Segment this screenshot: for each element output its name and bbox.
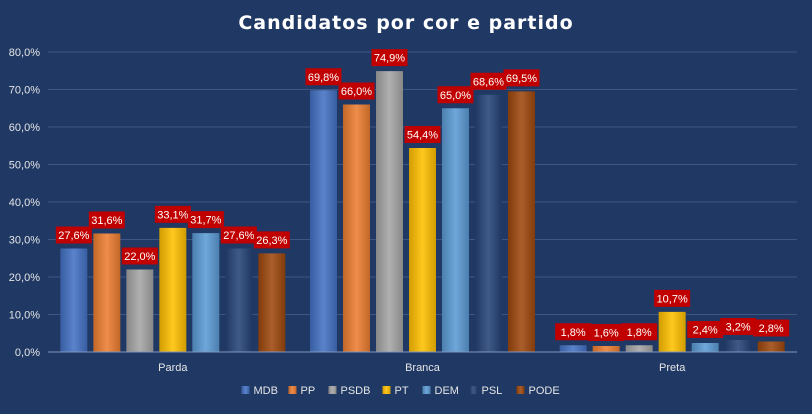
- bar: [625, 345, 653, 352]
- bar: [475, 94, 502, 352]
- y-tick-label: 0,0%: [15, 347, 40, 359]
- y-tick-label: 80,0%: [9, 47, 40, 59]
- data-label: 54,4%: [407, 130, 438, 142]
- data-labels: 27,6%31,6%22,0%33,1% 31,7%27,6% 26,3%69,8%…: [55, 49, 790, 341]
- bar: [60, 248, 88, 352]
- data-label: 31,7%: [190, 215, 221, 227]
- legend-label: PSL: [482, 385, 503, 397]
- bars: [60, 71, 785, 352]
- data-label: 31,6%: [91, 215, 122, 227]
- bar: [508, 91, 535, 352]
- data-label-box: [621, 323, 658, 341]
- data-label: 27,6%: [58, 230, 89, 242]
- data-label-box: [88, 211, 125, 229]
- data-label-box: [338, 82, 375, 100]
- data-label: 65,0%: [440, 90, 471, 102]
- y-tick-label: 30,0%: [9, 235, 40, 247]
- data-label-box: [753, 319, 790, 337]
- data-label: 2,4%: [693, 325, 718, 337]
- legend-label: MDB: [254, 385, 278, 397]
- bar: [757, 341, 785, 352]
- bar: [225, 248, 253, 352]
- bar: [192, 233, 220, 352]
- data-label-box: [154, 205, 191, 223]
- y-tick-label: 40,0%: [9, 197, 40, 209]
- bar: [126, 269, 154, 352]
- legend: MDB PP PSDB PT DEM PSL PODE: [241, 385, 560, 397]
- bar: [724, 340, 752, 352]
- bar: [559, 345, 587, 352]
- y-axis-ticks: 0,0% 10,0% 20,0% 30,0% 40,0% 50,0% 60,0% 70,0% 8…: [9, 47, 40, 359]
- data-label-box: [404, 126, 441, 143]
- bar: [409, 148, 436, 352]
- bar: [376, 71, 403, 352]
- data-label-box: [720, 318, 757, 335]
- y-tick-label: 10,0%: [9, 310, 40, 322]
- y-tick-label: 20,0%: [9, 272, 40, 284]
- data-label-box: [55, 226, 92, 244]
- data-label-box: [687, 321, 724, 338]
- category-label: Parda: [158, 362, 188, 374]
- legend-label: PT: [395, 385, 409, 397]
- data-label: 1,8%: [561, 327, 586, 339]
- bar: [592, 346, 620, 352]
- legend-swatch: [328, 386, 337, 394]
- category-label: Branca: [405, 362, 441, 374]
- bar: [93, 233, 121, 352]
- chart-title: Candidatos por cor e partido: [238, 12, 573, 34]
- data-label: 66,0%: [341, 86, 372, 98]
- data-label-box: [588, 324, 625, 341]
- legend-swatch: [241, 386, 250, 394]
- data-label-box: [220, 226, 257, 244]
- data-label: 69,8%: [308, 72, 339, 84]
- legend-label: PODE: [529, 385, 560, 397]
- data-label: 26,3%: [256, 235, 287, 247]
- data-label-box: [121, 247, 158, 265]
- data-label: 74,9%: [374, 53, 405, 65]
- data-label: 2,8%: [759, 323, 784, 335]
- data-label: 10,7%: [657, 293, 688, 305]
- bar: [343, 104, 370, 352]
- data-label: 27,6%: [223, 230, 254, 242]
- data-label-box: [187, 211, 224, 229]
- y-tick-label: 70,0%: [9, 85, 40, 97]
- data-label-box: [437, 86, 474, 104]
- bar: [258, 253, 286, 352]
- data-label: 69,5%: [506, 73, 537, 85]
- bar: [658, 311, 686, 352]
- bar: [159, 227, 187, 352]
- data-label-box: [654, 289, 691, 307]
- data-label-box: [371, 49, 408, 67]
- category-label: Preta: [659, 362, 686, 374]
- data-label-box: [305, 68, 342, 86]
- data-label-box: [555, 323, 592, 341]
- legend-label: DEM: [435, 385, 459, 397]
- bar: [691, 343, 719, 352]
- legend-label: PSDB: [341, 385, 371, 397]
- legend-swatch: [288, 386, 297, 394]
- legend-swatch: [516, 386, 525, 394]
- legend-label: PP: [301, 385, 316, 397]
- bar: [310, 90, 337, 352]
- data-label-box: [253, 231, 290, 249]
- legend-swatch: [469, 386, 478, 394]
- y-tick-label: 50,0%: [9, 160, 40, 172]
- data-label-box: [503, 69, 540, 87]
- legend-swatch: [382, 386, 391, 394]
- data-label: 1,8%: [627, 327, 652, 339]
- x-axis-categories: Parda Branca Preta: [158, 362, 686, 374]
- data-label: 22,0%: [124, 251, 155, 263]
- data-label: 33,1%: [157, 209, 188, 221]
- y-tick-label: 60,0%: [9, 122, 40, 134]
- legend-swatch: [422, 386, 431, 394]
- data-label: 1,6%: [594, 328, 619, 340]
- data-label: 68,6%: [473, 76, 504, 88]
- data-label: 3,2%: [726, 322, 751, 334]
- data-label-box: [470, 72, 507, 90]
- bar: [442, 108, 469, 352]
